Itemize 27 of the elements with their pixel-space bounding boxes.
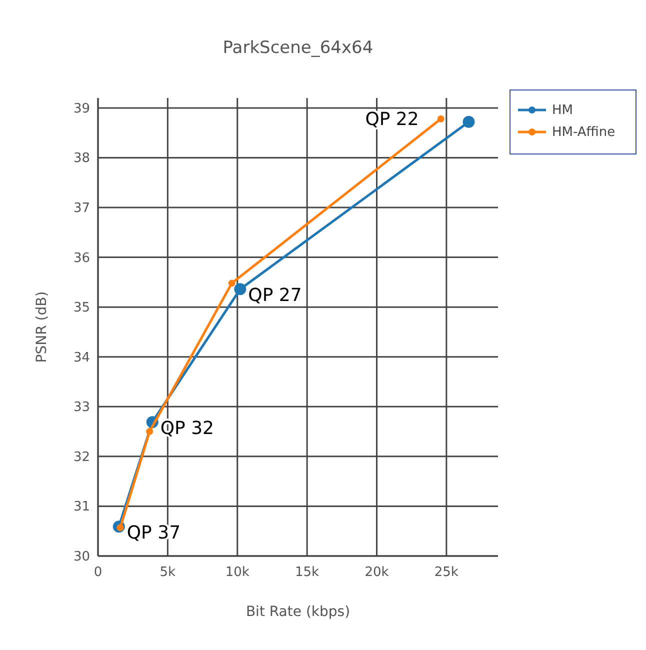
y-tick-label: 39: [73, 101, 90, 116]
y-tick-label: 30: [73, 550, 90, 564]
x-axis-title: Bit Rate (kbps): [246, 604, 350, 620]
y-axis-title: PSNR (dB): [34, 291, 50, 363]
y-tick-label: 32: [73, 450, 90, 465]
x-tick-label: 10k: [225, 565, 250, 580]
x-tick-label: 0: [94, 565, 102, 580]
point: [437, 115, 444, 122]
legend-label: HM: [552, 103, 573, 118]
point: [228, 280, 236, 287]
y-tick-label: 35: [73, 300, 90, 316]
y-tick-label: 31: [73, 500, 90, 515]
chart-title: ParkScene_64x64: [222, 38, 374, 58]
y-tick-label: 37: [73, 201, 90, 216]
point: [146, 428, 154, 436]
legend-label: HM-Affine: [552, 125, 616, 140]
y-tick-label: 34: [73, 350, 90, 366]
y-tick-label: 38: [73, 151, 90, 166]
x-tick-label: 15k: [295, 565, 320, 580]
y-tick-label: 36: [73, 250, 90, 266]
x-tick-label: 5k: [160, 565, 176, 580]
point: [234, 283, 246, 296]
annotation: QP 27: [248, 285, 302, 306]
y-tick-label: 33: [73, 400, 90, 416]
x-tick-label: 20k: [364, 565, 390, 580]
x-tick-label: 25k: [434, 565, 459, 580]
point: [462, 116, 475, 128]
